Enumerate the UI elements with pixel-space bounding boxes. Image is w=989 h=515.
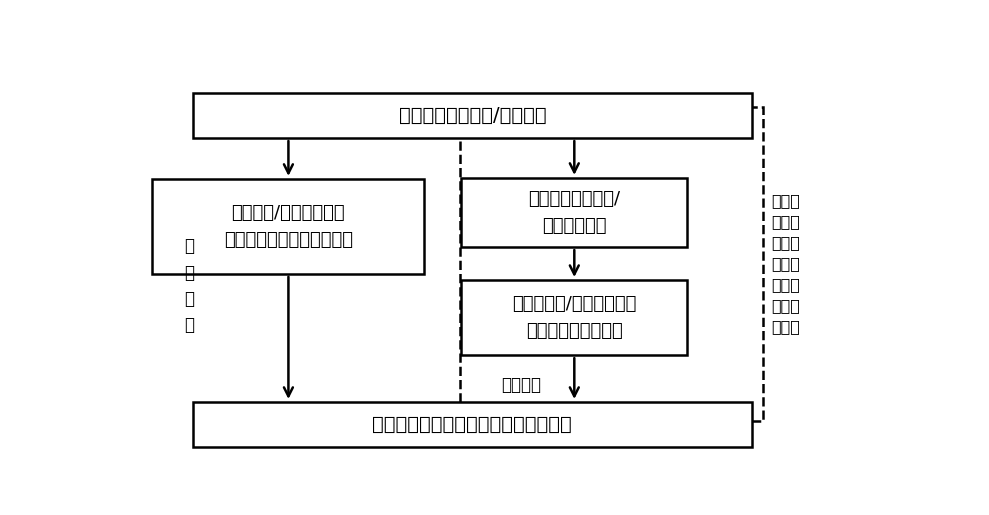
Bar xyxy=(461,108,764,421)
Bar xyxy=(461,280,687,355)
Bar xyxy=(461,178,687,247)
Text: 和预设的分/合闸基准角度
比较确定分合闸位置: 和预设的分/合闸基准角度 比较确定分合闸位置 xyxy=(512,296,637,340)
Bar xyxy=(152,179,424,274)
Bar xyxy=(193,402,753,448)
Text: 基于姿
态传感
器的隔
离开关
分合闸
位置检
测方法: 基于姿 态传感 器的隔 离开关 分合闸 位置检 测方法 xyxy=(771,194,800,335)
Text: 隔离开关发生分闸/合闸操作: 隔离开关发生分闸/合闸操作 xyxy=(399,106,546,125)
Text: 通过姿态传感器分/
合闸实际角度: 通过姿态传感器分/ 合闸实际角度 xyxy=(528,190,620,235)
Bar xyxy=(193,93,753,138)
Text: 双确认判断确定隔离开关的分合闸位置: 双确认判断确定隔离开关的分合闸位置 xyxy=(373,415,573,434)
Text: 通过分位/合位辅助触点
获取隔离开关的分合闸位置: 通过分位/合位辅助触点 获取隔离开关的分合闸位置 xyxy=(224,204,353,249)
Text: 第二判据: 第二判据 xyxy=(500,376,541,394)
Text: 第
一
判
据: 第 一 判 据 xyxy=(184,237,194,334)
